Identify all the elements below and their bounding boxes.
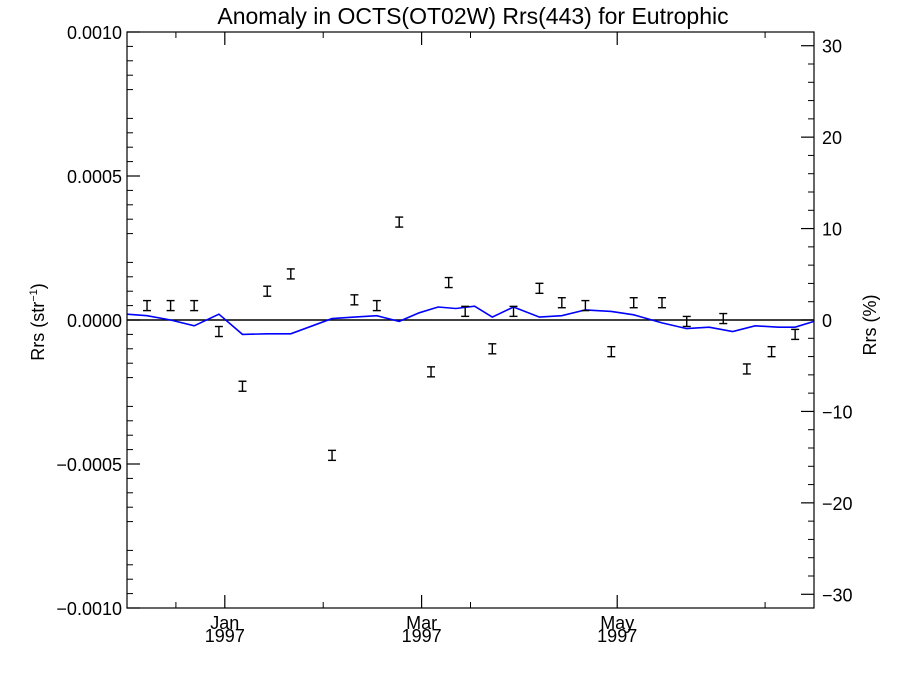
error-bar-point bbox=[657, 297, 666, 309]
error-bar-point bbox=[607, 345, 616, 358]
series-line-blue bbox=[126, 305, 815, 336]
axes: 0.0010 0.0005 0.0000 −0.0005 −0.0010 30 20 10 0 −… bbox=[56, 23, 852, 646]
y-axis-label-left-main: Rrs (str bbox=[28, 302, 48, 361]
error-bar-point bbox=[791, 328, 800, 341]
y-tick-label-left: 0.0000 bbox=[67, 311, 122, 331]
error-bar-point bbox=[286, 268, 295, 280]
y-axis-label-left-close: ) bbox=[28, 283, 48, 289]
error-bar-point bbox=[372, 299, 381, 312]
x-tick-label-month: Jan bbox=[210, 613, 239, 633]
y-tick-label-right: −30 bbox=[822, 585, 853, 605]
error-bar-point bbox=[427, 366, 436, 378]
y-axis-label-right: Rrs (%) bbox=[860, 295, 880, 356]
y-tick-label-left: −0.0010 bbox=[56, 599, 122, 619]
error-bar-point bbox=[444, 276, 453, 289]
y-tick-label-left: 0.0010 bbox=[67, 23, 122, 43]
error-bar-point bbox=[350, 294, 359, 306]
error-bar-point bbox=[190, 299, 199, 312]
y-axis-label-left-exponent: −1 bbox=[28, 289, 40, 302]
error-bar-point bbox=[767, 345, 776, 358]
error-bar-point bbox=[509, 305, 518, 318]
error-bar-point bbox=[535, 282, 544, 295]
x-tick-label-year: 1997 bbox=[205, 626, 245, 646]
y-tick-label-right: 10 bbox=[822, 220, 842, 240]
error-bar-point bbox=[488, 343, 497, 355]
x-tick-label-month: May bbox=[600, 613, 634, 633]
error-bar-point bbox=[682, 315, 691, 328]
error-bar-point bbox=[166, 299, 175, 312]
y-tick-label-right: 0 bbox=[822, 311, 832, 331]
error-bar-point bbox=[238, 380, 247, 392]
x-tick-label-year: 1997 bbox=[402, 626, 442, 646]
y-tick-label-right: −20 bbox=[822, 494, 853, 514]
chart-title: Anomaly in OCTS(OT02W) Rrs(443) for Eutr… bbox=[217, 3, 728, 29]
error-bar-point bbox=[395, 216, 404, 228]
y-axis-label-left: Rrs (str−1) bbox=[28, 283, 48, 361]
x-tick-label-month: Mar bbox=[406, 613, 437, 633]
y-tick-label-left: −0.0005 bbox=[56, 455, 122, 475]
error-bar-point bbox=[214, 325, 223, 338]
error-bar-point bbox=[263, 285, 272, 297]
y-tick-label-right: 30 bbox=[822, 37, 842, 57]
error-bar-point bbox=[629, 297, 638, 309]
y-tick-label-right: −10 bbox=[822, 402, 853, 422]
error-bar-point bbox=[557, 297, 566, 309]
error-bar-point bbox=[742, 363, 751, 375]
error-bar-point bbox=[581, 299, 590, 312]
plot-area bbox=[126, 216, 815, 462]
error-bar-point bbox=[461, 305, 470, 318]
error-bar-point bbox=[328, 449, 337, 462]
y-tick-label-left: 0.0005 bbox=[67, 167, 122, 187]
y-tick-label-right: 20 bbox=[822, 128, 842, 148]
error-bar-point bbox=[719, 312, 728, 325]
error-bar-point bbox=[143, 299, 152, 312]
x-tick-label-year: 1997 bbox=[597, 626, 637, 646]
